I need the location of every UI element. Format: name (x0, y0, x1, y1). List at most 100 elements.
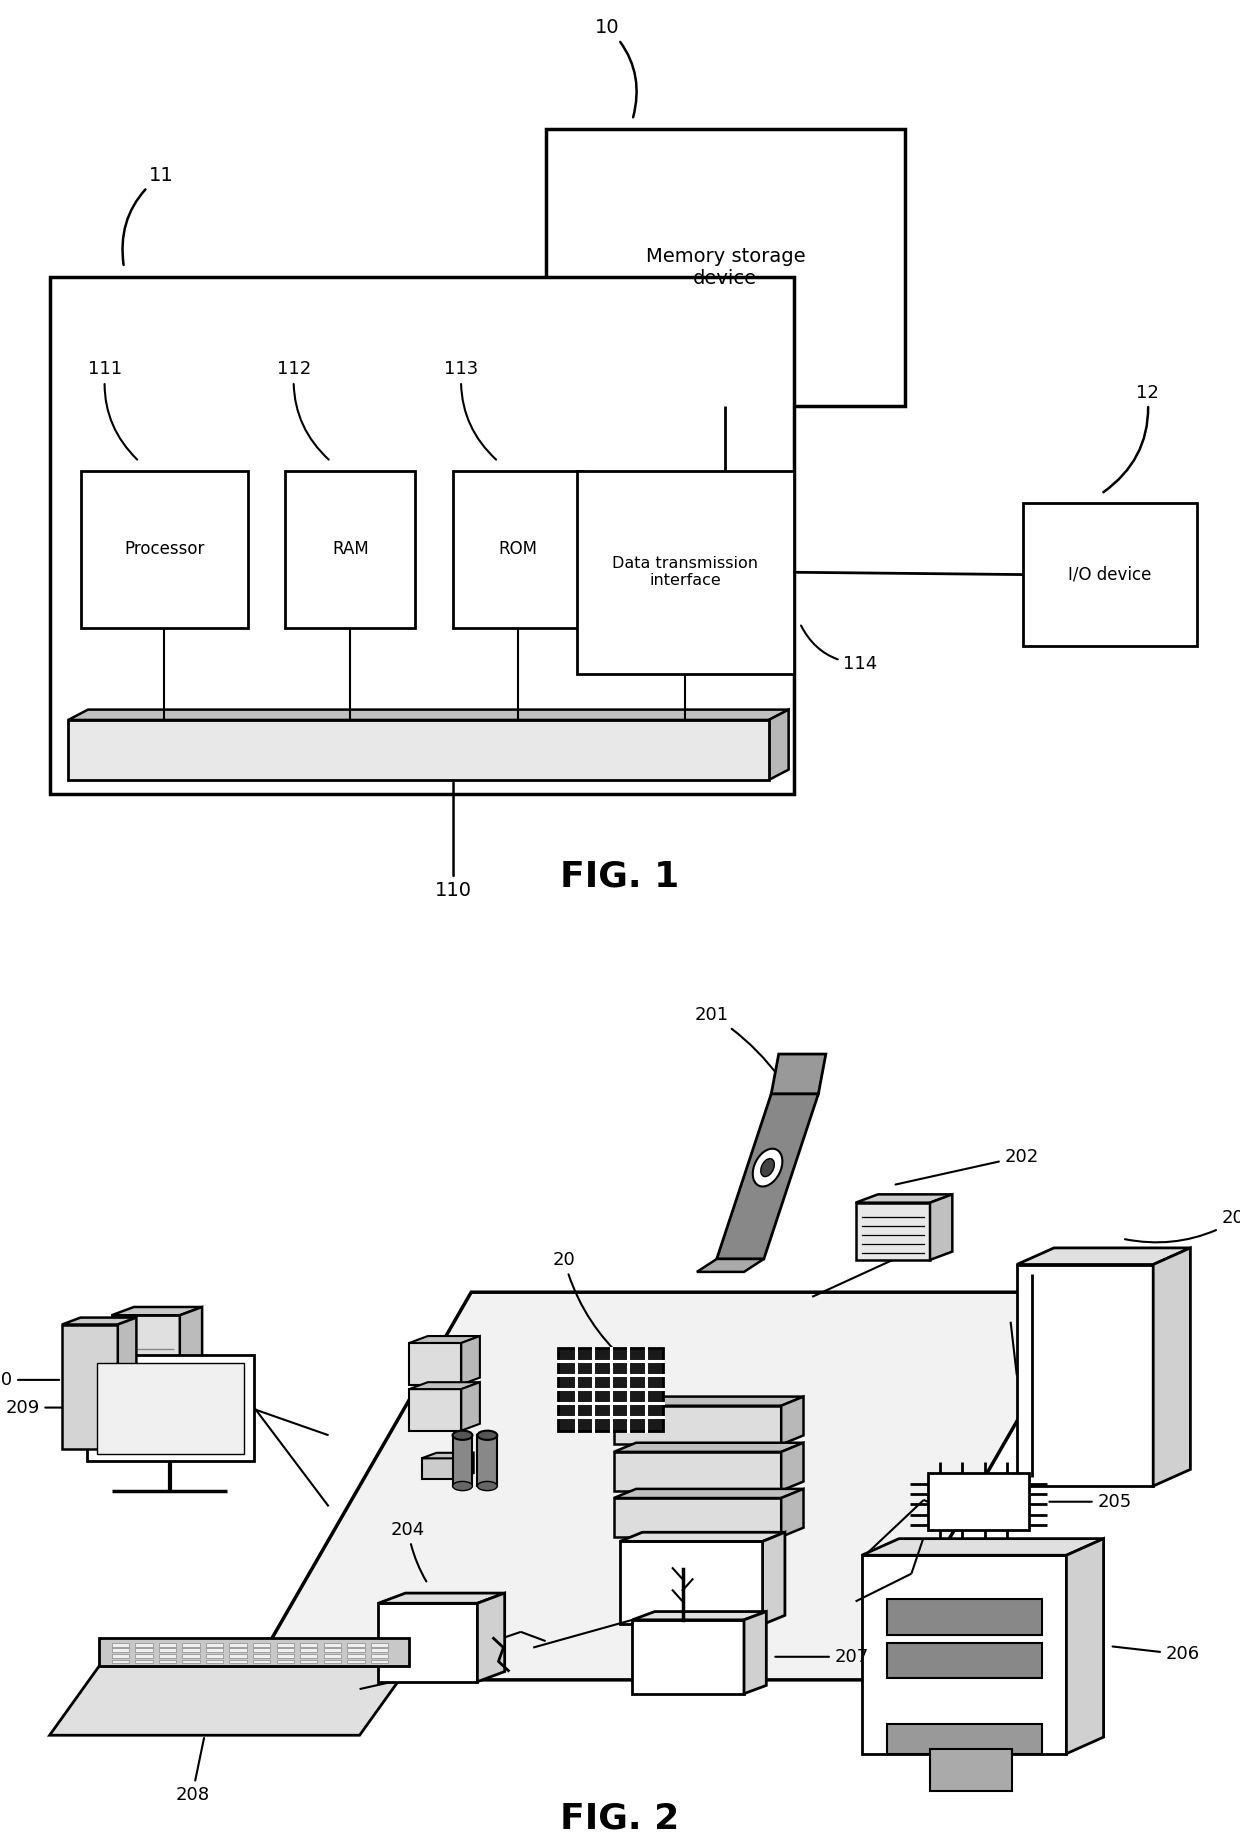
Polygon shape (862, 1554, 1066, 1754)
Polygon shape (461, 1337, 480, 1384)
Polygon shape (930, 1194, 952, 1259)
Bar (300, 1654, 317, 1658)
Bar (887, 1599, 1042, 1636)
Polygon shape (62, 1325, 118, 1449)
Bar (135, 1654, 153, 1658)
Bar (277, 1643, 294, 1647)
Bar (112, 1648, 129, 1652)
Bar (112, 1643, 129, 1647)
Text: 205: 205 (1049, 1493, 1132, 1510)
Text: 202: 202 (895, 1148, 1039, 1185)
Bar (453, 471, 583, 628)
Text: 209: 209 (5, 1399, 84, 1416)
Polygon shape (614, 1444, 804, 1451)
Polygon shape (1153, 1248, 1190, 1486)
Bar (347, 1660, 365, 1663)
Bar (324, 1660, 341, 1663)
Bar (206, 1648, 223, 1652)
Polygon shape (180, 1307, 202, 1444)
Polygon shape (717, 1093, 818, 1259)
Bar (324, 1654, 341, 1658)
Bar (347, 1648, 365, 1652)
Bar (324, 1643, 341, 1647)
Polygon shape (769, 709, 789, 779)
Polygon shape (614, 1499, 781, 1536)
Bar (112, 1660, 129, 1663)
Bar (182, 1654, 200, 1658)
Text: 112: 112 (277, 360, 329, 460)
Bar (1023, 502, 1197, 646)
Ellipse shape (453, 1431, 472, 1440)
Bar (577, 471, 794, 674)
Text: 12: 12 (1104, 384, 1158, 493)
Bar (453, 1436, 472, 1486)
Text: 203: 203 (1125, 1209, 1240, 1242)
Bar (277, 1660, 294, 1663)
Text: FIG. 2: FIG. 2 (560, 1802, 680, 1835)
Polygon shape (422, 1458, 459, 1479)
Polygon shape (781, 1397, 804, 1444)
Polygon shape (68, 709, 789, 720)
Polygon shape (614, 1451, 781, 1492)
Polygon shape (620, 1541, 763, 1624)
Polygon shape (461, 1383, 480, 1431)
Text: 204: 204 (391, 1521, 427, 1582)
Bar (887, 1643, 1042, 1678)
Text: I/O device: I/O device (1068, 565, 1152, 583)
Bar (347, 1643, 365, 1647)
Bar (300, 1648, 317, 1652)
Polygon shape (118, 1318, 136, 1449)
Polygon shape (632, 1621, 744, 1695)
Bar (371, 1654, 388, 1658)
Bar (300, 1643, 317, 1647)
Bar (50, 277, 794, 794)
Bar (253, 1648, 270, 1652)
Polygon shape (50, 1665, 409, 1735)
Bar (371, 1660, 388, 1663)
Polygon shape (614, 1490, 804, 1499)
Text: 110: 110 (435, 783, 472, 901)
Polygon shape (422, 1453, 474, 1458)
Bar (182, 1643, 200, 1647)
Bar (558, 1348, 663, 1431)
Polygon shape (781, 1444, 804, 1492)
Polygon shape (1017, 1265, 1153, 1486)
Text: RAM: RAM (332, 541, 368, 557)
Bar (300, 1660, 317, 1663)
Polygon shape (99, 1639, 409, 1665)
Bar (324, 1648, 341, 1652)
Polygon shape (459, 1453, 474, 1479)
Text: GPS: GPS (957, 1493, 999, 1510)
Ellipse shape (477, 1431, 497, 1440)
Text: 201: 201 (694, 1006, 780, 1078)
Ellipse shape (453, 1480, 472, 1492)
Text: 10: 10 (595, 18, 636, 118)
Bar (347, 1654, 365, 1658)
Polygon shape (1066, 1540, 1104, 1754)
Bar (87, 1355, 254, 1462)
Bar (206, 1654, 223, 1658)
Text: 11: 11 (123, 166, 174, 266)
Polygon shape (409, 1337, 480, 1344)
Polygon shape (409, 1390, 461, 1431)
Polygon shape (632, 1612, 766, 1621)
Text: 206: 206 (1112, 1645, 1200, 1663)
Ellipse shape (753, 1148, 782, 1187)
Polygon shape (112, 1316, 180, 1444)
Bar (285, 471, 415, 628)
Bar (371, 1643, 388, 1647)
Bar (68, 720, 769, 779)
Polygon shape (620, 1532, 785, 1541)
Bar (135, 1648, 153, 1652)
Polygon shape (409, 1344, 461, 1384)
Bar (97, 1362, 244, 1455)
Polygon shape (763, 1532, 785, 1624)
Polygon shape (744, 1612, 766, 1695)
Text: FIG. 1: FIG. 1 (560, 860, 680, 893)
Text: 210: 210 (0, 1372, 60, 1388)
Bar (182, 1648, 200, 1652)
Polygon shape (378, 1602, 477, 1682)
Polygon shape (771, 1054, 826, 1093)
Polygon shape (856, 1194, 952, 1204)
Text: 20: 20 (553, 1252, 624, 1359)
